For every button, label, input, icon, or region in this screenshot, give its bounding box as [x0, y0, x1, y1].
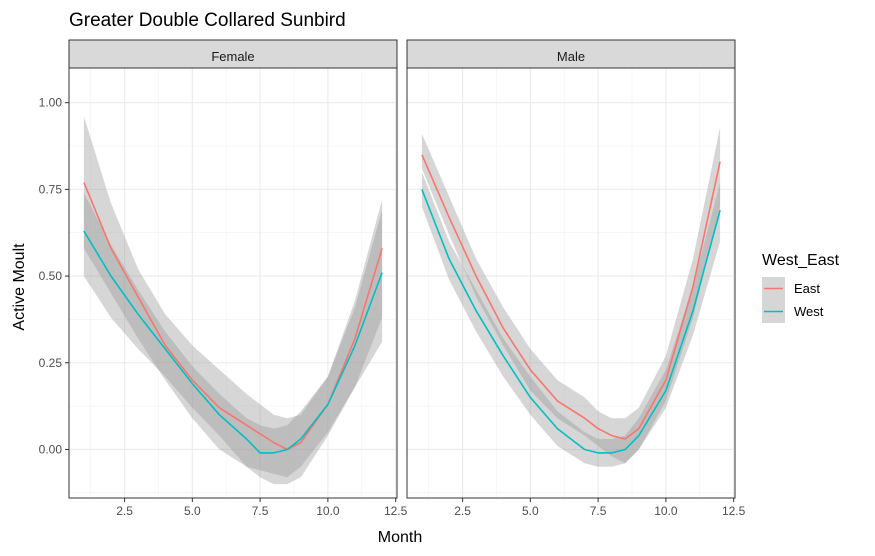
- y-tick-label: 0.75: [39, 182, 63, 196]
- confidence-ribbon-east: [421, 127, 721, 464]
- legend-item-west: West: [762, 300, 824, 323]
- chart-title: Greater Double Collared Sunbird: [69, 10, 346, 31]
- facet-strip-label: Female: [211, 49, 254, 64]
- legend-label: East: [794, 281, 820, 296]
- y-axis-title: Active Moult: [11, 243, 28, 331]
- x-tick-label: 2.5: [454, 504, 471, 518]
- x-tick-label: 10.0: [654, 504, 678, 518]
- panel-male: Male 2.5 5.0 7.5 10.0 12.5: [406, 39, 746, 518]
- legend: West_East East West: [762, 252, 840, 323]
- legend-keys: East West: [762, 277, 824, 323]
- x-tick-label: 7.5: [590, 504, 607, 518]
- y-tick-label: 0.00: [39, 442, 63, 456]
- x-tick-label: 10.0: [316, 504, 340, 518]
- x-tick-label: 5.0: [522, 504, 539, 518]
- legend-item-east: East: [762, 277, 820, 300]
- panel-border: [406, 67, 736, 499]
- facet-strip: [68, 39, 398, 69]
- y-tick-label: 0.25: [39, 356, 63, 370]
- series-line-east: [421, 154, 721, 440]
- series-line-west: [83, 230, 383, 454]
- facet-strip-label: Male: [557, 49, 585, 64]
- x-tick-label: 5.0: [184, 504, 201, 518]
- x-tick-label: 12.5: [722, 504, 746, 518]
- x-tick-label: 2.5: [116, 504, 133, 518]
- legend-label: West: [794, 304, 824, 319]
- chart-panels: Female 2.5 5.0 7.5 10.0 12.5 0.00 0.25 0.50 0.75 1…: [39, 39, 746, 518]
- panel-female: Female 2.5 5.0 7.5 10.0 12.5 0.00 0.25 0.50 0.75 1…: [39, 39, 408, 518]
- x-tick-label: 7.5: [252, 504, 269, 518]
- confidence-ribbon-east: [83, 116, 383, 478]
- x-tick-label: 12.5: [384, 504, 408, 518]
- y-tick-label: 1.00: [39, 96, 63, 110]
- x-axis-title: Month: [378, 529, 422, 546]
- y-tick-label: 0.50: [39, 269, 63, 283]
- series-line-west: [421, 189, 721, 454]
- legend-title: West_East: [762, 252, 840, 269]
- panel-border: [68, 67, 398, 499]
- confidence-ribbon-west: [83, 192, 383, 485]
